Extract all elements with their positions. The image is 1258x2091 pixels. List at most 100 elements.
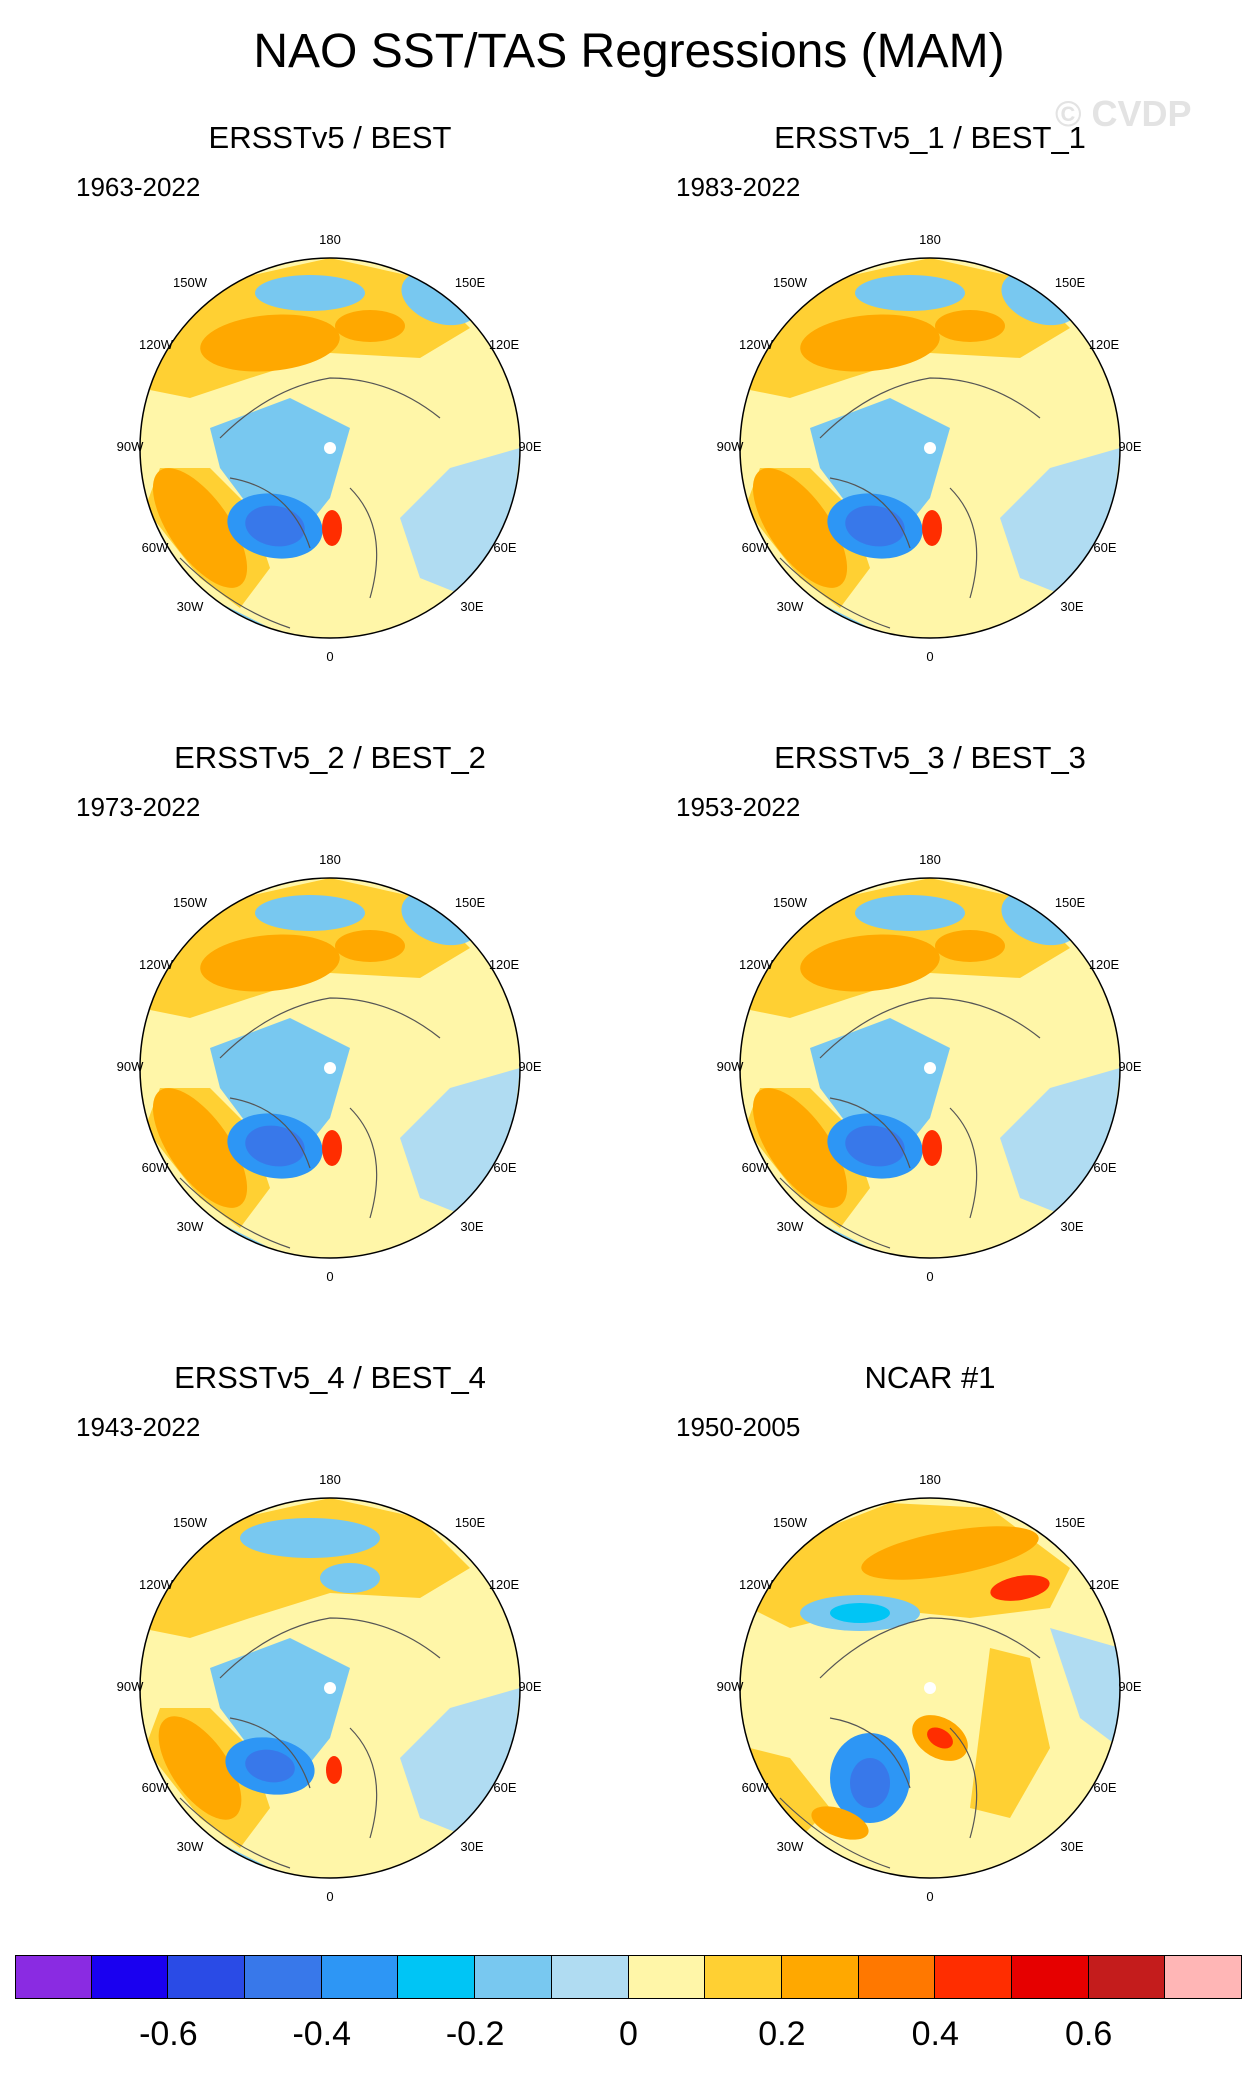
colorbar-tick-label: 0.2	[758, 2015, 806, 2053]
atlantic-warm-core	[152, 1088, 248, 1208]
longitude-label: 150E	[1055, 275, 1086, 290]
map-border	[739, 1497, 1121, 1879]
colorbar	[15, 1955, 1242, 1999]
colorbar-box	[1088, 1955, 1166, 1999]
longitude-label: 150W	[173, 275, 208, 290]
panel-title: ERSSTv5_4 / BEST_4	[174, 1360, 486, 1395]
longitude-label: 60E	[493, 1780, 516, 1795]
panel-period: 1983-2022	[676, 172, 801, 202]
pacific-warm-core	[200, 934, 340, 992]
longitude-label: 30E	[1060, 599, 1083, 614]
longitude-label: 60E	[493, 1160, 516, 1175]
colorbar-box	[168, 1955, 246, 1999]
longitude-label: 150E	[455, 275, 486, 290]
longitude-label: 90E	[1118, 439, 1141, 454]
coastline	[779, 997, 1041, 1249]
longitude-label: 180	[319, 232, 341, 247]
longitude-label: 0	[926, 1269, 933, 1284]
longitude-label: 150W	[773, 1515, 808, 1530]
longitude-label: 90W	[717, 439, 744, 454]
north-pacific-cool	[255, 895, 365, 931]
longitude-label: 120E	[1089, 337, 1120, 352]
longitude-label: 90W	[117, 1679, 144, 1694]
longitude-label: 120E	[489, 337, 520, 352]
map-panel-3: ERSSTv5_2 / BEST_2 1973-2022 180 150E 120E…	[30, 738, 630, 1358]
panel-period: 1953-2022	[676, 792, 801, 822]
colorbar-tick-label: 0.4	[911, 2015, 959, 2053]
pacific-warm-core	[800, 314, 940, 372]
longitude-label: 90E	[518, 1679, 541, 1694]
pacific-warm-core	[861, 1526, 1039, 1580]
panel-title: ERSSTv5_1 / BEST_1	[774, 120, 1086, 155]
colorbar-box	[705, 1955, 782, 1999]
longitude-label: 30W	[777, 1839, 804, 1854]
map-panel-1: ERSSTv5 / BEST 1963-2022 180 150E 120E 90E 6…	[30, 118, 630, 738]
cvdp-watermark: © CVDP	[1055, 93, 1192, 134]
pole-marker	[324, 442, 336, 454]
coastline	[179, 1617, 441, 1869]
longitude-label: 30E	[460, 1839, 483, 1854]
colorbar-box	[398, 1955, 476, 1999]
longitude-label: 90W	[117, 439, 144, 454]
longitude-label: 60W	[142, 540, 169, 555]
colorbar-tick-label: 0.6	[1064, 2015, 1113, 2053]
longitude-label: 90E	[1118, 1059, 1141, 1074]
colorbar-box	[1165, 1955, 1242, 1999]
longitude-label: 60W	[742, 1160, 769, 1175]
atlantic-warm-core	[811, 1806, 869, 1840]
siberia-cool	[1050, 1628, 1120, 1748]
longitude-label: 120W	[139, 1577, 174, 1592]
longitude-label: 90E	[518, 439, 541, 454]
polar-map: 180 150E 120E 90E 60E 30E 0 30W 60W 90W 120W 150W	[117, 1472, 542, 1904]
coastline	[779, 377, 1041, 629]
longitude-label: 120E	[1089, 957, 1120, 972]
panel-title: ERSSTv5_2 / BEST_2	[174, 740, 486, 775]
scandinavia-warm	[922, 510, 942, 546]
colorbar-box	[935, 1955, 1012, 1999]
longitude-label: 30W	[177, 599, 204, 614]
panel-title: ERSSTv5_3 / BEST_3	[774, 740, 1086, 775]
pacific-warm-core	[935, 310, 1005, 342]
longitude-label: 60W	[742, 540, 769, 555]
coastline	[779, 1617, 1041, 1869]
polar-map: 180 150E 120E 90E 60E 30E 0 30W 60W 90W 120W 150W	[717, 1472, 1142, 1904]
longitude-label: 90E	[518, 1059, 541, 1074]
longitude-label: 180	[319, 1472, 341, 1487]
map-field	[740, 878, 1120, 1258]
colorbar-box	[245, 1955, 322, 1999]
longitude-label: 60E	[1093, 540, 1116, 555]
map-border	[739, 257, 1121, 639]
longitude-label: 150W	[173, 1515, 208, 1530]
colorbar-tick-label: 0	[619, 2015, 638, 2053]
longitude-label: 90E	[1118, 1679, 1141, 1694]
panel-period: 1963-2022	[76, 172, 201, 202]
pacific-warm-core	[335, 310, 405, 342]
arctic-coast-cold	[830, 1603, 890, 1623]
scandinavia-warm-core	[927, 1727, 953, 1749]
labrador-cold-core	[245, 505, 305, 547]
atlantic-warm-core	[752, 1088, 848, 1208]
coastline	[179, 997, 441, 1249]
longitude-label: 30E	[1060, 1219, 1083, 1234]
longitude-label: 30W	[177, 1219, 204, 1234]
map-border	[139, 1497, 521, 1879]
scandinavia-warm	[322, 1130, 342, 1166]
pacific-warm-core	[335, 930, 405, 962]
atlantic-warm-core	[158, 1716, 242, 1820]
longitude-label: 90W	[717, 1679, 744, 1694]
map-panel-4: ERSSTv5_3 / BEST_3 1953-2022 180 150E 120E…	[630, 738, 1230, 1358]
longitude-label: 120W	[139, 957, 174, 972]
longitude-label: 30W	[777, 1219, 804, 1234]
panel-period: 1973-2022	[76, 792, 201, 822]
pole-marker	[324, 1682, 336, 1694]
panel-title: NCAR #1	[864, 1360, 996, 1395]
panel-period: 1950-2005	[676, 1412, 801, 1442]
map-border	[139, 877, 521, 1259]
map-field	[140, 1498, 520, 1878]
colorbar-box	[551, 1955, 629, 1999]
panel-period: 1943-2022	[76, 1412, 201, 1442]
longitude-label: 30E	[460, 599, 483, 614]
longitude-label: 90W	[717, 1059, 744, 1074]
colorbar-box	[858, 1955, 936, 1999]
longitude-label: 60E	[1093, 1780, 1116, 1795]
